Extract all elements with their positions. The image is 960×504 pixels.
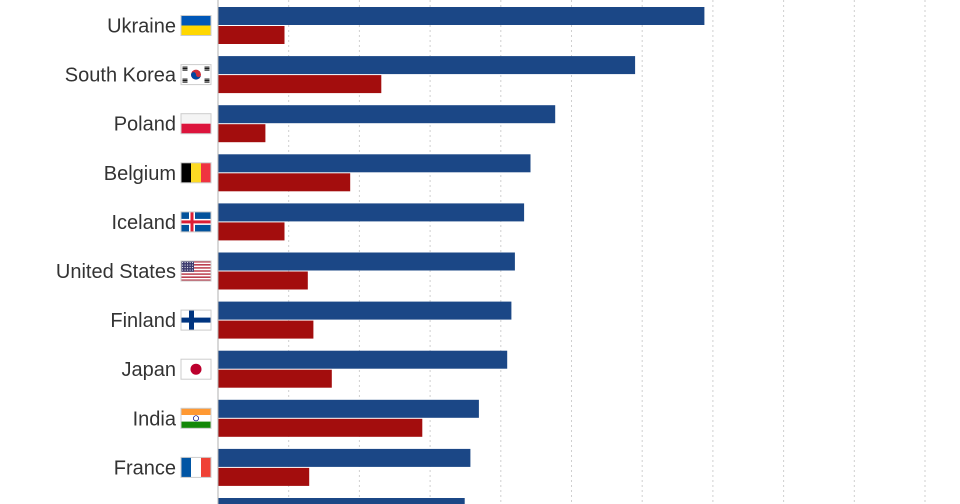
- bar-series-1: [218, 448, 471, 467]
- bar-series-2: [218, 418, 423, 437]
- flag-japan-icon: [180, 358, 212, 380]
- bar-series-1: [218, 252, 515, 271]
- country-label: Poland: [114, 114, 176, 136]
- flag-france-icon: [180, 456, 212, 478]
- bar-series-1: [218, 7, 705, 25]
- flag-belgium-icon: [180, 162, 212, 184]
- bar-series-1: [218, 498, 465, 504]
- country-label: Japan: [122, 359, 177, 381]
- bar-series-2: [218, 320, 314, 339]
- bar-series-2: [218, 271, 308, 290]
- bar-series-1: [218, 399, 479, 418]
- bar-series-2: [218, 467, 310, 486]
- flag-united-states-icon: [180, 260, 212, 282]
- bar-series-2: [218, 124, 266, 143]
- flag-iceland-icon: [180, 211, 212, 233]
- country-label: Iceland: [112, 212, 177, 234]
- bar-series-2: [218, 173, 351, 192]
- bar-series-2: [218, 75, 382, 94]
- flag-ukraine-icon: [180, 15, 212, 36]
- country-label: Finland: [110, 310, 176, 332]
- bar-series-1: [218, 301, 512, 320]
- country-label: United States: [56, 261, 176, 283]
- country-label: France: [114, 457, 176, 479]
- country-label: India: [133, 408, 177, 430]
- flag-india-icon: [180, 407, 212, 429]
- country-label: Belgium: [104, 163, 176, 185]
- bar-series-2: [218, 26, 285, 44]
- country-label: Ukraine: [107, 16, 176, 38]
- bar-series-1: [218, 203, 525, 222]
- bar-series-1: [218, 56, 636, 75]
- flag-south-korea-icon: [180, 64, 212, 86]
- bar-series-1: [218, 350, 508, 369]
- bar-series-1: [218, 105, 556, 124]
- flag-finland-icon: [180, 309, 212, 331]
- flag-poland-icon: [180, 113, 212, 135]
- country-label: South Korea: [65, 65, 177, 87]
- bar-series-1: [218, 154, 531, 173]
- bar-series-2: [218, 369, 332, 388]
- bar-series-2: [218, 222, 285, 241]
